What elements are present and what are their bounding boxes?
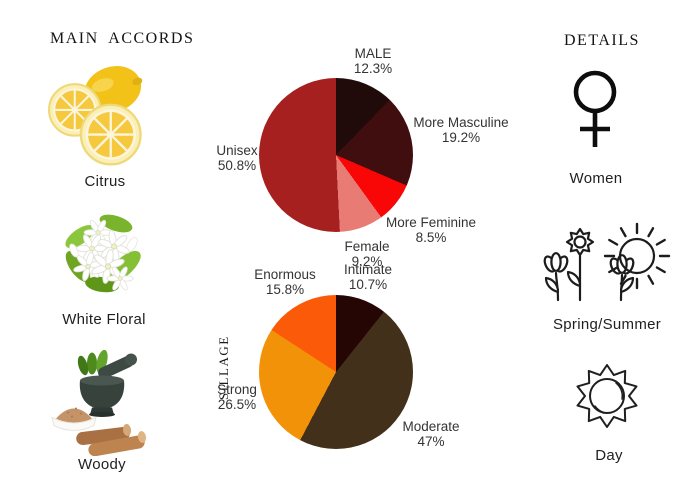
pie-label-intimate: Intimate 10.7% (343, 262, 393, 292)
day-sun-icon (576, 364, 638, 428)
flowers-and-sun-icon (543, 222, 671, 302)
accord-label-white-floral: White Floral (62, 311, 146, 328)
female-symbol-icon (573, 70, 617, 147)
pie-label-female: Female 9.2% (344, 239, 390, 269)
pie-label-moderate: Moderate 47% (402, 419, 460, 449)
pie-label-enormous: Enormous 15.8% (254, 267, 316, 297)
pie-label-more-masculine: More Masculine 19.2% (413, 115, 509, 145)
woody-image (51, 350, 147, 456)
pie-label-male: MALE 12.3% (353, 46, 393, 76)
accord-label-woody: Woody (78, 456, 126, 473)
detail-label-day: Day (595, 447, 623, 464)
accord-label-citrus: Citrus (84, 173, 126, 190)
detail-label-spring-summer: Spring/Summer (552, 316, 662, 333)
pie-label-unisex: Unisex 50.8% (216, 143, 258, 173)
main-accords-heading: MAIN ACCORDS (50, 30, 195, 47)
pie-label-more-feminine: More Feminine 8.5% (385, 215, 477, 245)
sillage-pie-chart (259, 295, 413, 449)
white-floral-image (65, 214, 141, 293)
pie-label-strong: Strong 26.5% (217, 382, 257, 412)
citrus-image (48, 66, 143, 166)
details-heading: DETAILS (564, 32, 640, 49)
detail-label-women: Women (569, 170, 623, 187)
gender-pie-chart (259, 78, 413, 232)
